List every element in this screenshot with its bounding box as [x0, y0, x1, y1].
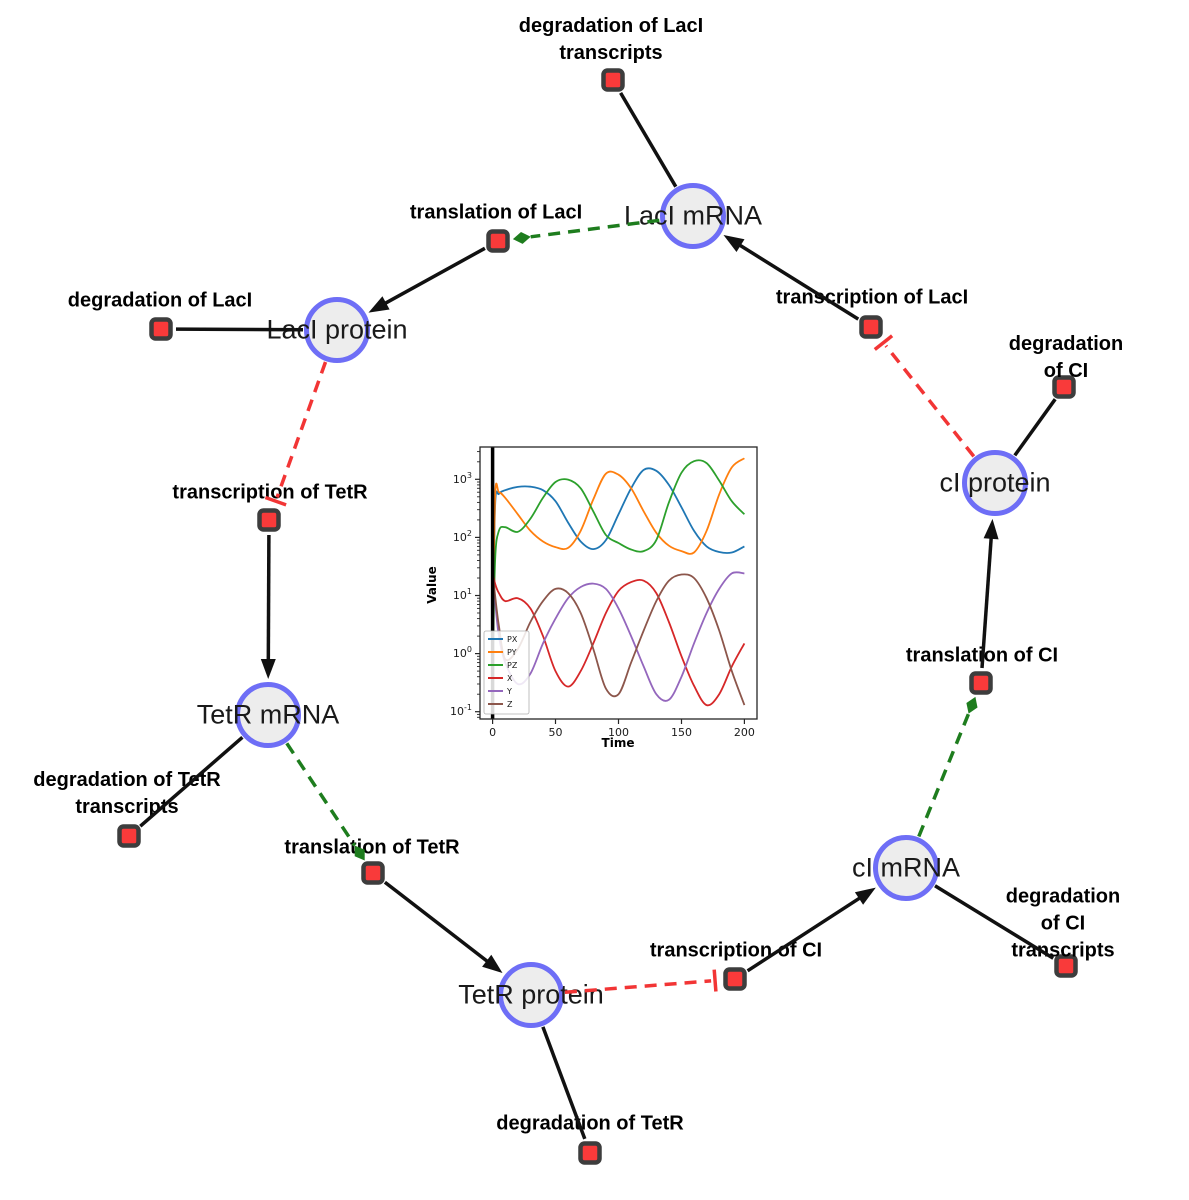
x-tick-50: 50 — [549, 726, 563, 739]
y-tick-10^1: 101 — [453, 587, 472, 602]
x-tick-200: 200 — [734, 726, 755, 739]
reaction-label-degradation-of-laci-transcripts: degradation of LacI transcripts — [518, 15, 704, 64]
legend-entry-PZ: PZ — [507, 661, 518, 670]
y-tick-10^-1: 10-1 — [450, 703, 472, 718]
x-tick-100: 100 — [608, 726, 629, 739]
reaction-label-degradation-of-ci-transcripts: degradation of CI transcripts — [1005, 885, 1121, 962]
legend-entry-PY: PY — [507, 648, 517, 657]
species-label-laci-mrna: LacI mRNA — [623, 200, 763, 231]
species-label-tetr-mrna: TetR mRNA — [196, 699, 340, 730]
plot-canvas: 10-1 100 101 102 103 0 50 100 150 200 PX PY PZ XYZ — [450, 446, 758, 739]
species-label-ci-protein: cI protein — [939, 467, 1051, 498]
y-tick-10^0: 100 — [453, 645, 472, 660]
plot-legend: PX PY PZ XYZ — [483, 630, 530, 715]
reaction-label-transcription-of-tetr: transcription of TetR — [172, 481, 368, 504]
curve-X — [491, 572, 746, 707]
reaction-label-degradation-of-tetr: degradation of TetR — [496, 1112, 684, 1135]
curve-PZ — [491, 459, 746, 672]
reaction-label-degradation-of-laci: degradation of LacI — [67, 289, 253, 312]
x-tick-150: 150 — [671, 726, 692, 739]
y-tick-10^3: 103 — [453, 471, 472, 486]
x-tick-0: 0 — [489, 726, 496, 739]
legend-entry-Y: Y — [506, 687, 512, 696]
curve-PX — [491, 467, 745, 644]
reaction-label-translation-of-ci: translation of CI — [905, 644, 1059, 667]
reaction-label-transcription-of-laci: transcription of LacI — [775, 286, 969, 309]
reaction-label-transcription-of-ci: transcription of CI — [649, 939, 823, 962]
simulation-plot: 10-1 100 101 102 103 0 50 100 150 200 PX PY PZ X Y Z Ti… — [418, 433, 780, 773]
reaction-label-translation-of-laci: translation of LacI — [409, 201, 583, 224]
plot-x-axis-label: Time — [601, 736, 635, 750]
reaction-label-degradation-of-ci: degradation of CI — [1008, 333, 1124, 382]
y-tick-10^2: 102 — [453, 529, 472, 544]
species-label-laci-protein: LacI protein — [266, 314, 408, 345]
plot-y-axis-label: Value — [425, 566, 439, 604]
legend-entry-X: X — [507, 674, 513, 683]
legend-entry-PX: PX — [507, 635, 518, 644]
species-label-tetr-protein: TetR protein — [458, 979, 604, 1010]
reaction-label-degradation-of-tetr-transcripts: degradation of TetR transcripts — [33, 769, 221, 818]
curve-PY — [491, 457, 745, 654]
legend-entry-Z: Z — [507, 700, 513, 709]
reaction-label-translation-of-tetr: translation of TetR — [284, 836, 460, 859]
species-label-ci-mrna: cI mRNA — [852, 852, 960, 883]
